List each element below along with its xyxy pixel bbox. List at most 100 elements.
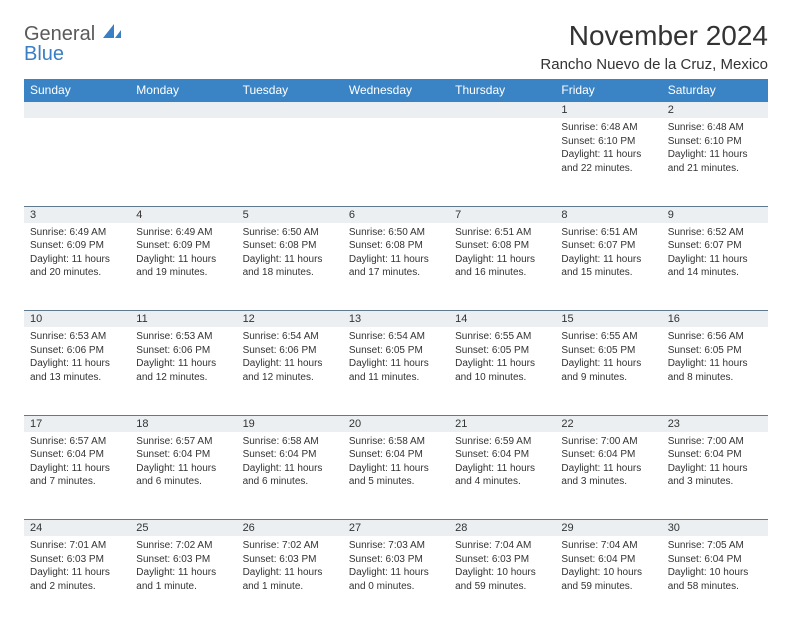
day-detail-line: Daylight: 11 hours [243, 253, 337, 267]
day-detail-line: Sunset: 6:08 PM [243, 239, 337, 253]
day-number: 13 [343, 311, 449, 328]
day-number: 17 [24, 415, 130, 432]
day-detail-line: and 0 minutes. [349, 580, 443, 594]
day-detail-line: Daylight: 11 hours [561, 357, 655, 371]
day-number: 18 [130, 415, 236, 432]
day-detail-line: Sunrise: 7:02 AM [243, 539, 337, 553]
day-detail-line: and 21 minutes. [668, 162, 762, 176]
day-cell: Sunrise: 6:51 AMSunset: 6:07 PMDaylight:… [555, 223, 661, 311]
day-detail-line: Sunrise: 6:58 AM [349, 435, 443, 449]
day-cell: Sunrise: 6:52 AMSunset: 6:07 PMDaylight:… [662, 223, 768, 311]
day-detail-line: Sunset: 6:06 PM [243, 344, 337, 358]
day-detail-line: and 11 minutes. [349, 371, 443, 385]
day-detail-line: Sunset: 6:04 PM [455, 448, 549, 462]
day-detail-line: and 16 minutes. [455, 266, 549, 280]
day-cell: Sunrise: 6:51 AMSunset: 6:08 PMDaylight:… [449, 223, 555, 311]
day-detail-line: Daylight: 10 hours [561, 566, 655, 580]
day-cell: Sunrise: 6:49 AMSunset: 6:09 PMDaylight:… [24, 223, 130, 311]
day-detail-line: Sunset: 6:04 PM [243, 448, 337, 462]
day-detail-line: Sunset: 6:10 PM [561, 135, 655, 149]
day-number: 7 [449, 206, 555, 223]
day-number: 2 [662, 102, 768, 119]
day-number: 28 [449, 520, 555, 537]
day-cell: Sunrise: 7:04 AMSunset: 6:03 PMDaylight:… [449, 536, 555, 624]
day-cell [130, 118, 236, 206]
day-detail-line: Sunrise: 7:03 AM [349, 539, 443, 553]
day-detail-line: Sunset: 6:07 PM [561, 239, 655, 253]
day-detail-line: Sunset: 6:04 PM [561, 448, 655, 462]
day-detail-line: Sunset: 6:08 PM [455, 239, 549, 253]
day-number: 21 [449, 415, 555, 432]
day-detail-line: Daylight: 11 hours [668, 357, 762, 371]
day-detail-line: Sunset: 6:08 PM [349, 239, 443, 253]
day-detail-line: Sunrise: 7:01 AM [30, 539, 124, 553]
day-detail-line: Sunrise: 6:50 AM [349, 226, 443, 240]
day-detail-line: Sunrise: 7:02 AM [136, 539, 230, 553]
day-number: 24 [24, 520, 130, 537]
day-detail-line: Sunrise: 6:54 AM [243, 330, 337, 344]
day-number [449, 102, 555, 119]
day-detail-line: Daylight: 11 hours [136, 357, 230, 371]
calendar-body: 12Sunrise: 6:48 AMSunset: 6:10 PMDayligh… [24, 102, 768, 624]
day-header: Wednesday [343, 79, 449, 102]
day-header: Monday [130, 79, 236, 102]
day-detail-line: and 9 minutes. [561, 371, 655, 385]
day-detail-line: Daylight: 10 hours [455, 566, 549, 580]
day-detail-line: and 7 minutes. [30, 475, 124, 489]
day-detail-line: Sunrise: 6:57 AM [30, 435, 124, 449]
day-detail-line: and 5 minutes. [349, 475, 443, 489]
day-cell: Sunrise: 6:53 AMSunset: 6:06 PMDaylight:… [130, 327, 236, 415]
day-number: 30 [662, 520, 768, 537]
day-detail-line: Daylight: 11 hours [30, 566, 124, 580]
month-title: November 2024 [540, 20, 768, 52]
header: General Blue November 2024 Rancho Nuevo … [24, 20, 768, 73]
day-cell: Sunrise: 7:02 AMSunset: 6:03 PMDaylight:… [237, 536, 343, 624]
sail-icon [103, 24, 121, 40]
day-detail-line: Sunset: 6:04 PM [30, 448, 124, 462]
day-detail-line: and 6 minutes. [136, 475, 230, 489]
day-number [343, 102, 449, 119]
day-detail-line: and 6 minutes. [243, 475, 337, 489]
day-header: Friday [555, 79, 661, 102]
day-cell: Sunrise: 6:48 AMSunset: 6:10 PMDaylight:… [555, 118, 661, 206]
day-number: 10 [24, 311, 130, 328]
day-cell: Sunrise: 6:55 AMSunset: 6:05 PMDaylight:… [449, 327, 555, 415]
day-detail-line: Sunset: 6:09 PM [30, 239, 124, 253]
day-detail-line: Daylight: 11 hours [349, 566, 443, 580]
day-detail-line: Daylight: 11 hours [30, 357, 124, 371]
day-header: Saturday [662, 79, 768, 102]
day-cell: Sunrise: 7:00 AMSunset: 6:04 PMDaylight:… [662, 432, 768, 520]
day-detail-line: Sunrise: 7:04 AM [455, 539, 549, 553]
day-detail-line: Daylight: 11 hours [243, 566, 337, 580]
day-detail-line: Daylight: 11 hours [243, 462, 337, 476]
day-number: 3 [24, 206, 130, 223]
brand-logo: General Blue [24, 24, 121, 64]
day-detail-line: and 10 minutes. [455, 371, 549, 385]
day-detail-line: Sunrise: 7:00 AM [561, 435, 655, 449]
day-cell: Sunrise: 6:50 AMSunset: 6:08 PMDaylight:… [343, 223, 449, 311]
day-header: Sunday [24, 79, 130, 102]
day-number: 8 [555, 206, 661, 223]
day-detail-line: Daylight: 11 hours [349, 253, 443, 267]
day-detail-line: Daylight: 11 hours [561, 253, 655, 267]
day-detail-line: and 22 minutes. [561, 162, 655, 176]
day-detail-line: Sunrise: 6:53 AM [30, 330, 124, 344]
day-cell: Sunrise: 7:03 AMSunset: 6:03 PMDaylight:… [343, 536, 449, 624]
day-cell: Sunrise: 6:54 AMSunset: 6:06 PMDaylight:… [237, 327, 343, 415]
day-cell: Sunrise: 7:05 AMSunset: 6:04 PMDaylight:… [662, 536, 768, 624]
day-number [130, 102, 236, 119]
day-cell [449, 118, 555, 206]
day-cell [237, 118, 343, 206]
day-detail-line: and 13 minutes. [30, 371, 124, 385]
day-detail-line: Daylight: 11 hours [668, 462, 762, 476]
day-cell: Sunrise: 6:59 AMSunset: 6:04 PMDaylight:… [449, 432, 555, 520]
day-number: 6 [343, 206, 449, 223]
day-detail-line: Sunset: 6:04 PM [136, 448, 230, 462]
day-cell: Sunrise: 6:48 AMSunset: 6:10 PMDaylight:… [662, 118, 768, 206]
day-number: 9 [662, 206, 768, 223]
day-detail-line: Sunset: 6:05 PM [455, 344, 549, 358]
day-detail-line: and 14 minutes. [668, 266, 762, 280]
day-content-row: Sunrise: 6:53 AM Sunset: 6:06 PM Daylight:… [24, 327, 768, 415]
day-detail-line: Sunset: 6:05 PM [668, 344, 762, 358]
day-number: 4 [130, 206, 236, 223]
